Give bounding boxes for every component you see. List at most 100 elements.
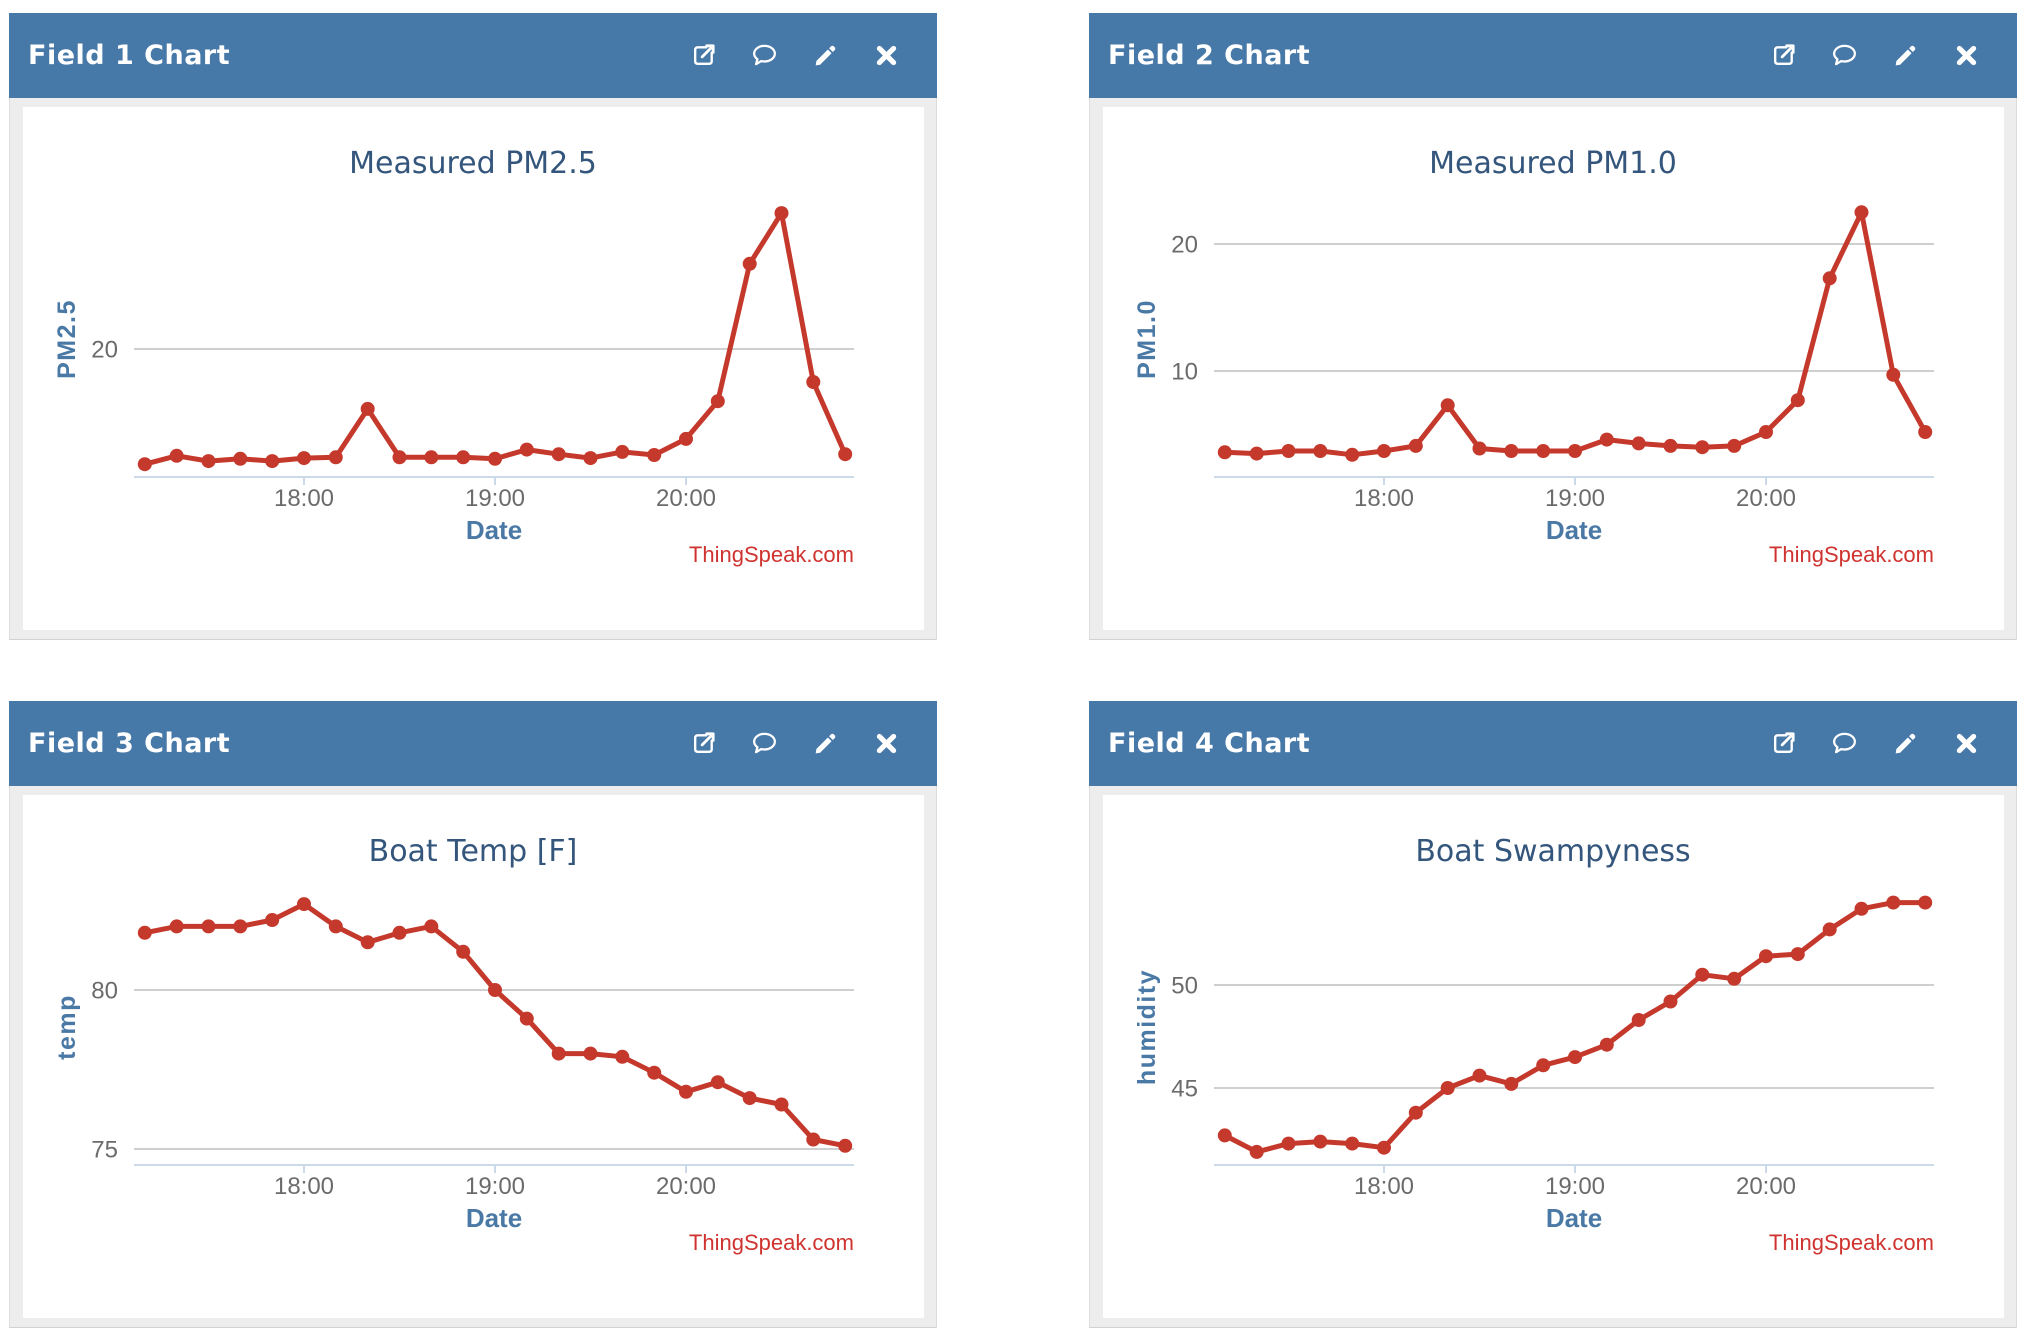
- comment-icon[interactable]: [1831, 42, 1858, 69]
- comment-icon[interactable]: [751, 730, 778, 757]
- data-point[interactable]: [1695, 440, 1710, 455]
- comment-icon[interactable]: [751, 42, 778, 69]
- data-point[interactable]: [233, 451, 248, 466]
- data-point[interactable]: [297, 451, 311, 466]
- data-point[interactable]: [265, 913, 280, 927]
- data-point[interactable]: [1249, 1144, 1264, 1159]
- data-point[interactable]: [615, 444, 630, 459]
- data-point[interactable]: [424, 919, 439, 934]
- close-icon[interactable]: [1953, 730, 1980, 757]
- data-point[interactable]: [1440, 398, 1455, 413]
- data-point[interactable]: [297, 897, 311, 912]
- data-point[interactable]: [679, 431, 693, 446]
- data-point[interactable]: [806, 375, 821, 389]
- data-point[interactable]: [710, 1075, 725, 1090]
- data-point[interactable]: [742, 256, 757, 271]
- data-point[interactable]: [551, 1046, 566, 1061]
- data-point[interactable]: [1631, 1013, 1646, 1027]
- data-point[interactable]: [1663, 994, 1678, 1009]
- data-point[interactable]: [647, 448, 662, 462]
- data-point[interactable]: [488, 451, 502, 466]
- data-point[interactable]: [1504, 1076, 1519, 1091]
- edit-icon[interactable]: [812, 42, 839, 69]
- data-point[interactable]: [679, 1084, 693, 1099]
- data-point[interactable]: [1408, 438, 1423, 453]
- external-link-icon[interactable]: [690, 42, 717, 69]
- close-icon[interactable]: [873, 42, 900, 69]
- data-point[interactable]: [1377, 444, 1391, 458]
- data-point[interactable]: [1472, 1068, 1487, 1083]
- data-point[interactable]: [1727, 971, 1742, 986]
- data-point[interactable]: [1759, 425, 1773, 439]
- data-point[interactable]: [201, 919, 216, 934]
- data-point[interactable]: [1599, 432, 1614, 447]
- series-PM2.5[interactable]: [137, 206, 853, 472]
- data-point[interactable]: [615, 1049, 630, 1064]
- credits-link[interactable]: ThingSpeak.com: [1769, 542, 1934, 567]
- data-point[interactable]: [519, 442, 534, 457]
- data-point[interactable]: [1472, 441, 1487, 456]
- data-point[interactable]: [328, 450, 343, 465]
- data-point[interactable]: [1918, 425, 1933, 439]
- data-point[interactable]: [1631, 436, 1646, 451]
- edit-icon[interactable]: [812, 730, 839, 757]
- data-point[interactable]: [774, 1097, 789, 1112]
- close-icon[interactable]: [1953, 42, 1980, 69]
- data-point[interactable]: [201, 454, 216, 469]
- data-point[interactable]: [1217, 445, 1232, 460]
- data-point[interactable]: [233, 919, 248, 934]
- data-point[interactable]: [1854, 901, 1869, 916]
- data-point[interactable]: [1790, 947, 1805, 962]
- data-point[interactable]: [456, 450, 471, 465]
- credits-link[interactable]: ThingSpeak.com: [1769, 1230, 1934, 1255]
- data-point[interactable]: [1408, 1105, 1423, 1120]
- data-point[interactable]: [1249, 446, 1264, 461]
- data-point[interactable]: [1599, 1037, 1614, 1052]
- data-point[interactable]: [1536, 444, 1551, 458]
- external-link-icon[interactable]: [1770, 730, 1797, 757]
- data-point[interactable]: [1504, 444, 1519, 458]
- data-point[interactable]: [169, 448, 184, 463]
- data-point[interactable]: [1313, 444, 1328, 458]
- edit-icon[interactable]: [1892, 730, 1919, 757]
- data-point[interactable]: [1822, 922, 1837, 937]
- comment-icon[interactable]: [1831, 730, 1858, 757]
- data-point[interactable]: [1345, 1136, 1360, 1151]
- data-point[interactable]: [360, 935, 375, 950]
- data-point[interactable]: [806, 1132, 821, 1147]
- data-point[interactable]: [1440, 1081, 1455, 1095]
- data-point[interactable]: [583, 1046, 598, 1061]
- data-point[interactable]: [392, 450, 407, 465]
- external-link-icon[interactable]: [1770, 42, 1797, 69]
- data-point[interactable]: [1886, 367, 1901, 382]
- data-point[interactable]: [774, 206, 789, 221]
- data-point[interactable]: [1568, 1050, 1582, 1065]
- data-point[interactable]: [838, 447, 853, 462]
- data-point[interactable]: [1536, 1058, 1551, 1073]
- data-point[interactable]: [137, 457, 152, 472]
- data-point[interactable]: [169, 919, 184, 934]
- credits-link[interactable]: ThingSpeak.com: [689, 542, 854, 567]
- data-point[interactable]: [710, 394, 725, 409]
- data-point[interactable]: [1377, 1140, 1391, 1155]
- series-humidity[interactable]: [1217, 895, 1933, 1159]
- data-point[interactable]: [647, 1065, 662, 1080]
- edit-icon[interactable]: [1892, 42, 1919, 69]
- data-point[interactable]: [328, 919, 343, 934]
- data-point[interactable]: [1568, 444, 1582, 458]
- close-icon[interactable]: [873, 730, 900, 757]
- data-point[interactable]: [1918, 895, 1933, 910]
- external-link-icon[interactable]: [690, 730, 717, 757]
- series-PM1.0[interactable]: [1217, 205, 1933, 462]
- data-point[interactable]: [424, 450, 439, 465]
- data-point[interactable]: [838, 1138, 853, 1153]
- data-point[interactable]: [1281, 444, 1296, 458]
- data-point[interactable]: [551, 447, 566, 462]
- data-point[interactable]: [1759, 949, 1773, 964]
- data-point[interactable]: [583, 451, 598, 466]
- data-point[interactable]: [1854, 205, 1869, 220]
- data-point[interactable]: [1217, 1128, 1232, 1143]
- data-point[interactable]: [1695, 967, 1710, 982]
- data-point[interactable]: [1790, 393, 1805, 408]
- data-point[interactable]: [1663, 438, 1678, 453]
